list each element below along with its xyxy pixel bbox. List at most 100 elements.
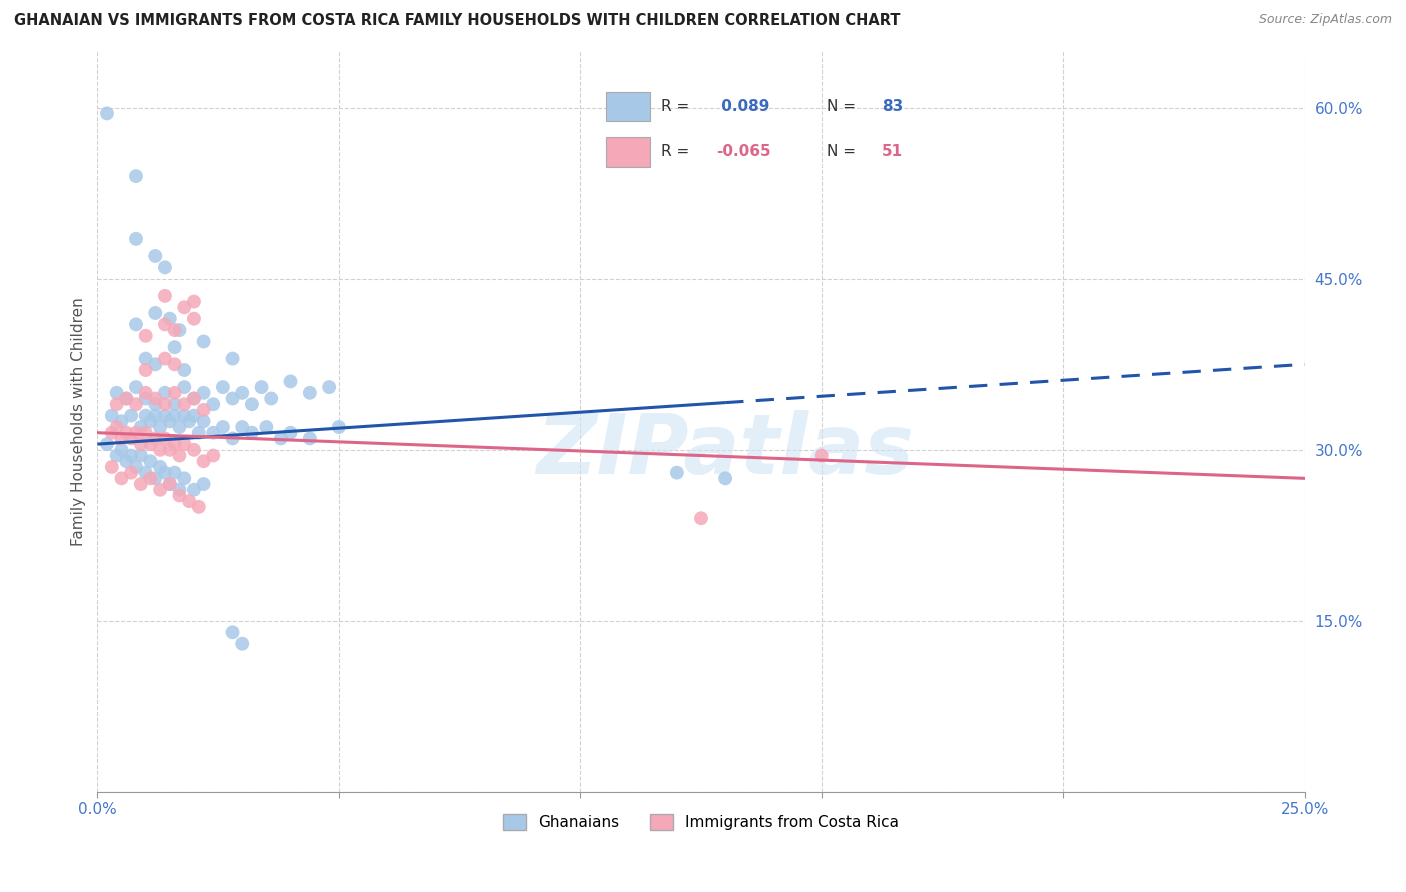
- Point: [135, 392, 157, 406]
- Point: [153, 432, 176, 446]
- Point: [183, 442, 205, 457]
- Point: [173, 437, 195, 451]
- FancyBboxPatch shape: [606, 92, 650, 121]
- Point: [280, 375, 302, 389]
- Text: ZIPatlas: ZIPatlas: [536, 410, 914, 491]
- Point: [125, 397, 148, 411]
- Point: [163, 409, 186, 423]
- Point: [143, 432, 166, 446]
- Point: [221, 392, 243, 406]
- Point: [153, 385, 176, 400]
- Point: [153, 318, 176, 332]
- Point: [163, 357, 186, 371]
- Text: 83: 83: [882, 99, 903, 114]
- Point: [135, 409, 157, 423]
- Point: [169, 323, 191, 337]
- Text: GHANAIAN VS IMMIGRANTS FROM COSTA RICA FAMILY HOUSEHOLDS WITH CHILDREN CORRELATI: GHANAIAN VS IMMIGRANTS FROM COSTA RICA F…: [14, 13, 901, 29]
- Point: [120, 466, 142, 480]
- Point: [153, 351, 176, 366]
- Point: [143, 249, 166, 263]
- Point: [105, 385, 128, 400]
- Point: [101, 409, 124, 423]
- Point: [163, 340, 186, 354]
- Point: [173, 471, 195, 485]
- Point: [177, 494, 200, 508]
- Point: [143, 409, 166, 423]
- Point: [183, 483, 205, 497]
- Point: [115, 392, 138, 406]
- Text: N =: N =: [827, 145, 860, 160]
- Point: [129, 449, 152, 463]
- Point: [120, 409, 142, 423]
- Point: [250, 380, 273, 394]
- Point: [110, 471, 132, 485]
- Point: [169, 420, 191, 434]
- Point: [298, 432, 321, 446]
- Point: [153, 289, 176, 303]
- Point: [231, 637, 253, 651]
- Point: [125, 232, 148, 246]
- Point: [187, 425, 209, 440]
- Point: [101, 459, 124, 474]
- Point: [143, 306, 166, 320]
- Point: [270, 432, 292, 446]
- Text: R =: R =: [661, 99, 695, 114]
- Point: [328, 420, 350, 434]
- Point: [159, 311, 181, 326]
- Point: [135, 351, 157, 366]
- Point: [120, 449, 142, 463]
- Point: [163, 437, 186, 451]
- Point: [143, 471, 166, 485]
- Point: [149, 420, 172, 434]
- Point: [149, 459, 172, 474]
- Point: [690, 511, 713, 525]
- Text: 51: 51: [882, 145, 903, 160]
- Point: [110, 442, 132, 457]
- Point: [183, 392, 205, 406]
- Point: [231, 385, 253, 400]
- Text: R =: R =: [661, 145, 695, 160]
- Point: [129, 420, 152, 434]
- Point: [139, 471, 162, 485]
- Point: [254, 420, 277, 434]
- Point: [149, 442, 172, 457]
- Point: [298, 385, 321, 400]
- Point: [193, 477, 215, 491]
- Point: [125, 380, 148, 394]
- Point: [125, 425, 148, 440]
- Point: [159, 477, 181, 491]
- Point: [163, 323, 186, 337]
- Point: [173, 409, 195, 423]
- Point: [318, 380, 340, 394]
- Point: [202, 397, 225, 411]
- Point: [280, 425, 302, 440]
- Point: [120, 432, 142, 446]
- Point: [173, 300, 195, 314]
- Point: [240, 397, 263, 411]
- Point: [183, 311, 205, 326]
- Text: -0.065: -0.065: [717, 145, 770, 160]
- FancyBboxPatch shape: [606, 137, 650, 167]
- Point: [149, 483, 172, 497]
- Point: [139, 454, 162, 468]
- Point: [202, 449, 225, 463]
- Point: [125, 169, 148, 183]
- Point: [159, 477, 181, 491]
- Point: [153, 397, 176, 411]
- Point: [187, 500, 209, 514]
- Point: [221, 625, 243, 640]
- Point: [193, 385, 215, 400]
- Point: [139, 414, 162, 428]
- Point: [173, 363, 195, 377]
- Point: [153, 409, 176, 423]
- Point: [135, 425, 157, 440]
- Point: [110, 414, 132, 428]
- Point: [212, 380, 235, 394]
- Point: [183, 294, 205, 309]
- Point: [153, 260, 176, 275]
- Point: [221, 351, 243, 366]
- Text: Source: ZipAtlas.com: Source: ZipAtlas.com: [1258, 13, 1392, 27]
- Point: [125, 459, 148, 474]
- Point: [221, 432, 243, 446]
- Y-axis label: Family Households with Children: Family Households with Children: [72, 297, 86, 546]
